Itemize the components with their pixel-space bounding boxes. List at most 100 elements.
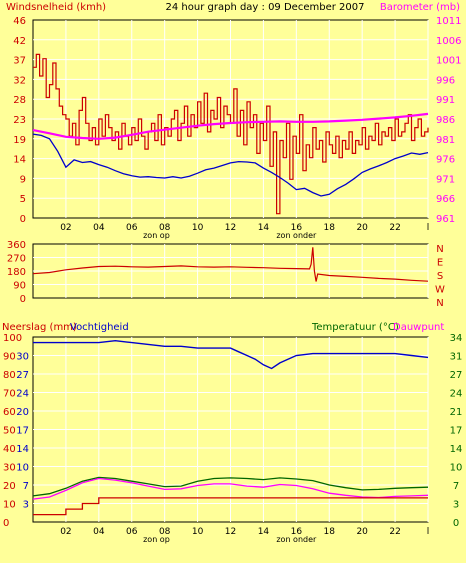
humidity-tick-label: 50 [3,426,16,437]
left-extra-tick-label: 14 [16,444,29,455]
humidity-tick-label: 0 [3,518,9,529]
humidity-tick-label: 10 [3,500,16,511]
x-tick-label-lower: l [427,527,430,537]
temperature-tick-label: 27 [450,370,463,381]
temperature-tick-label: 17 [450,426,463,437]
x-tick-label: 12 [225,223,236,233]
barometer-tick-label: 991 [436,95,455,106]
humidity-tick-label: 90 [3,352,16,363]
left-extra-tick-label: 20 [16,407,29,418]
barometer-tick-label: 1011 [436,16,461,27]
x-tick-label-lower: 12 [225,527,236,537]
humidity-tick-label: 40 [3,444,16,455]
wind-tick-label: 23 [13,115,26,126]
wind-average-series [32,133,429,197]
x-tick-label: 10 [192,223,204,233]
barometer-tick-label: 961 [436,214,455,225]
direction-tick-label: 180 [7,267,26,278]
x-tick-label: 18 [324,223,336,233]
direction-tick-label: 90 [13,281,26,292]
x-tick-label: 04 [93,223,105,233]
wind-tick-label: 42 [13,36,26,47]
barometer-axis-label: Barometer (mb) [380,2,460,13]
compass-label: E [437,258,443,269]
humidity-series [33,339,429,370]
temperature-tick-label: 3 [453,500,459,511]
barometer-tick-label: 976 [436,155,455,166]
x-tick-label: 16 [291,223,303,233]
humidity-tick-label: 30 [3,463,16,474]
x-tick-label-lower: 04 [93,527,105,537]
compass-label: N [436,244,443,255]
barometer-tick-label: 1001 [436,56,461,67]
temperature-axis-label: Temperatuur (°C) [311,322,399,333]
barometer-tick-label: 996 [436,75,455,86]
x-tick-label-lower: 02 [60,527,71,537]
rain-axis-label: Neerslag (mm) [2,322,77,333]
sunrise-label: zon op [143,231,170,240]
wind-direction-series [32,247,429,282]
wind-tick-label: 19 [13,135,26,146]
wind-tick-label: 32 [13,75,26,86]
wind-tick-label: 37 [13,56,26,67]
dewpoint-axis-label: Dauwpunt [393,322,444,333]
chart-marks: 0591419232832374246961966971976981986991… [3,16,462,544]
compass-label: S [437,271,443,282]
x-tick-label: 14 [258,223,270,233]
chart-title: 24 hour graph day : 09 December 2007 [166,2,365,13]
wind-tick-label: 9 [20,174,26,185]
x-tick-label-lower: 20 [356,527,368,537]
left-extra-tick-label: 30 [16,352,29,363]
wind-axis-label: Windsnelheid (kmh) [6,2,106,13]
compass-label: W [435,285,445,296]
left-extra-tick-label: 24 [16,389,29,400]
wind-tick-label: 5 [20,194,26,205]
barometer-tick-label: 971 [436,174,455,185]
temperature-tick-label: 14 [450,444,463,455]
temperature-tick-label: 21 [450,407,463,418]
left-extra-tick-label: 3 [23,500,29,511]
x-tick-label: 22 [389,223,400,233]
x-tick-label: l [427,223,430,233]
wind-tick-label: 0 [20,214,26,225]
compass-label: N [436,298,443,309]
sunset-label-lower: zon onder [276,535,317,544]
left-extra-tick-label: 10 [16,463,29,474]
humidity-tick-label: 100 [3,333,22,344]
left-extra-tick-label: 7 [23,481,29,492]
humidity-tick-label: 20 [3,481,16,492]
sunset-label: zon onder [276,231,317,240]
temperature-series [32,476,429,497]
humidity-tick-label: 70 [3,389,16,400]
wind-tick-label: 28 [13,95,26,106]
barometer-tick-label: 1006 [436,36,461,47]
direction-tick-label: 360 [7,240,26,251]
barometer-tick-label: 981 [436,135,455,146]
x-tick-label-lower: 06 [126,527,138,537]
wind-tick-label: 46 [13,16,26,27]
x-tick-label-lower: 14 [258,527,270,537]
temperature-tick-label: 0 [453,518,459,529]
x-tick-label: 08 [159,223,171,233]
sunrise-label-lower: zon op [143,535,170,544]
left-extra-tick-label: 27 [16,370,29,381]
temperature-tick-label: 34 [450,333,463,344]
direction-tick-label: 0 [20,294,26,305]
temperature-tick-label: 7 [453,481,459,492]
x-tick-label-lower: 18 [324,527,336,537]
x-tick-label: 06 [126,223,138,233]
temperature-tick-label: 31 [450,352,463,363]
x-tick-label: 20 [356,223,368,233]
wind-tick-label: 14 [13,155,26,166]
barometer-tick-label: 986 [436,115,455,126]
barometer-tick-label: 966 [436,194,455,205]
humidity-tick-label: 80 [3,370,16,381]
x-tick-label-lower: 16 [291,527,303,537]
direction-tick-label: 270 [7,254,26,265]
left-extra-tick-label: 17 [16,426,29,437]
x-tick-label-lower: 08 [159,527,171,537]
barometer-series [32,112,429,140]
temperature-tick-label: 10 [450,463,463,474]
